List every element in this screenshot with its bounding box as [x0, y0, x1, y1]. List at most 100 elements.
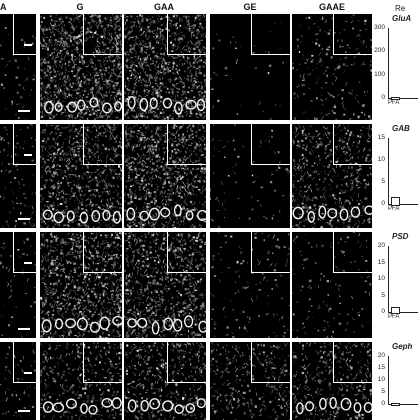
micrograph-texture: [0, 26, 36, 120]
y-tick-label: 20: [377, 352, 385, 359]
micrograph-texture: [292, 342, 372, 420]
column-header-ge: GE: [243, 2, 257, 12]
inset-scale-bar: [24, 372, 32, 374]
micrograph-tile: [292, 342, 372, 420]
y-axis: [388, 356, 389, 404]
micrograph-tile: [124, 14, 206, 120]
data-bar: [391, 197, 400, 206]
micrograph-texture: [292, 232, 372, 338]
zoom-inset: [333, 232, 372, 273]
micrograph-texture: [210, 342, 290, 420]
zoom-inset: [83, 342, 122, 383]
micrograph-tile: [124, 232, 206, 338]
x-axis: [388, 404, 418, 405]
micrograph-tile: [40, 232, 122, 338]
zoom-inset: [333, 14, 372, 55]
scale-bar: [18, 328, 30, 330]
y-tick-label: 10: [377, 156, 385, 163]
y-tick-label: 15: [377, 364, 385, 371]
y-tick-label: 15: [377, 258, 385, 266]
column-header-a: A: [0, 2, 7, 12]
micrograph-tile: [0, 232, 36, 338]
y-tick-label: 300: [374, 24, 385, 31]
micrograph-tile: [292, 232, 372, 338]
y-tick-label: 0: [381, 200, 385, 207]
plot-panel: GluA 300 200 100 0 PFA: [368, 14, 420, 110]
results-header: Re: [395, 4, 406, 13]
x-category-label: PFA: [388, 314, 400, 320]
data-bar: [391, 307, 400, 314]
y-axis: [388, 28, 389, 98]
zoom-inset: [83, 14, 122, 55]
inset-scale-bar: [24, 44, 32, 46]
plot-title: GAB: [392, 124, 410, 133]
inset-scale-bar: [24, 262, 32, 264]
zoom-inset: [167, 124, 206, 165]
y-axis: [388, 246, 389, 312]
micrograph-texture: [124, 14, 206, 120]
micrograph-texture: [210, 21, 288, 120]
zoom-inset: [167, 342, 206, 383]
scale-bar: [18, 110, 30, 112]
y-tick-label: 15: [377, 134, 385, 141]
micrograph-texture: [0, 342, 36, 418]
zoom-inset: [333, 342, 372, 383]
zoom-inset: [13, 232, 36, 273]
zoom-inset: [333, 124, 372, 165]
y-tick-label: 20: [377, 242, 385, 249]
micrograph-tile: [0, 342, 36, 420]
column-header-gaa: GAA: [154, 2, 174, 12]
micrograph-texture: [40, 342, 122, 420]
x-category-label: PFA: [388, 100, 400, 106]
micrograph-tile: [40, 14, 122, 120]
micrograph-texture: [124, 124, 206, 228]
micrograph-tile: [124, 124, 206, 228]
x-axis: [388, 312, 418, 313]
x-axis: [388, 204, 418, 205]
y-tick-label: 10: [377, 275, 385, 282]
micrograph-tile: [210, 232, 290, 338]
micrograph-texture: [40, 14, 122, 120]
micrograph-texture: [124, 232, 206, 338]
y-tick-label: 10: [377, 376, 385, 383]
micrograph-texture: [292, 124, 372, 228]
zoom-inset: [83, 124, 122, 165]
zoom-inset: [83, 232, 122, 273]
plot-title: Geph: [392, 342, 413, 351]
y-tick-label: 100: [374, 70, 385, 78]
inset-scale-bar: [24, 154, 32, 156]
micrograph-tile: [210, 14, 290, 120]
zoom-inset: [13, 124, 36, 165]
data-bar: [391, 96, 400, 100]
micrograph-tile: [0, 14, 36, 120]
zoom-inset: [13, 14, 36, 55]
y-tick-label: 5: [381, 178, 385, 185]
micrograph-tile: [40, 342, 122, 420]
scale-bar: [18, 218, 30, 220]
micrograph-texture: [210, 232, 290, 338]
micrograph-tile: [292, 14, 372, 120]
column-header-gaae: GAAE: [318, 2, 345, 12]
zoom-inset: [13, 342, 36, 383]
micrograph-tile: [0, 124, 36, 228]
scale-bar: [18, 410, 30, 412]
micrograph-texture: [292, 14, 372, 120]
column-header-g: G: [76, 2, 84, 12]
x-category-label: PFA: [388, 206, 400, 212]
micrograph-tile: [292, 124, 372, 228]
y-tick-label: 5: [381, 388, 385, 395]
zoom-inset: [167, 14, 206, 55]
micrograph-tile: [210, 342, 290, 420]
micrograph-tile: [210, 124, 290, 228]
zoom-inset: [167, 232, 206, 273]
zoom-inset: [251, 124, 290, 165]
x-axis: [388, 98, 418, 99]
micrograph-texture: [210, 124, 290, 228]
y-tick-label: 200: [374, 47, 385, 55]
y-tick-label: 0: [381, 400, 385, 407]
plot-title: GluA: [392, 14, 412, 23]
zoom-inset: [251, 232, 290, 273]
y-tick-label: 0: [381, 308, 385, 315]
micrograph-texture: [0, 233, 36, 338]
plot-panel: Geph 20 15 10 5 0: [368, 342, 420, 416]
